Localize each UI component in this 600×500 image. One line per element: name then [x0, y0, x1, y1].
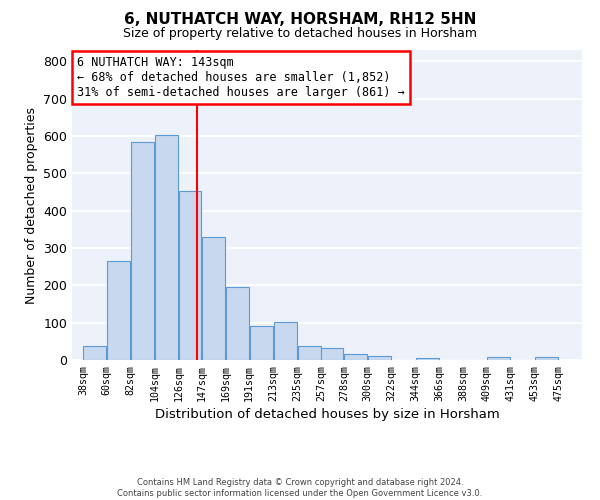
Bar	[250, 326, 273, 360]
Y-axis label: Number of detached properties: Number of detached properties	[25, 106, 38, 304]
Text: Size of property relative to detached houses in Horsham: Size of property relative to detached ho…	[123, 28, 477, 40]
Bar	[202, 236, 225, 360]
X-axis label: Distribution of detached houses by size in Horsham: Distribution of detached houses by size …	[155, 408, 499, 421]
Text: 6, NUTHATCH WAY, HORSHAM, RH12 5HN: 6, NUTHATCH WAY, HORSHAM, RH12 5HN	[124, 12, 476, 28]
Text: Contains HM Land Registry data © Crown copyright and database right 2024.
Contai: Contains HM Land Registry data © Crown c…	[118, 478, 482, 498]
Bar	[83, 346, 106, 360]
Bar	[344, 354, 367, 360]
Bar	[226, 287, 249, 360]
Bar	[368, 356, 391, 360]
Bar	[274, 322, 296, 360]
Bar	[535, 357, 557, 360]
Bar	[107, 261, 130, 360]
Bar	[179, 191, 201, 360]
Bar	[487, 357, 510, 360]
Bar	[298, 346, 320, 360]
Bar	[131, 142, 154, 360]
Bar	[322, 348, 343, 360]
Text: 6 NUTHATCH WAY: 143sqm
← 68% of detached houses are smaller (1,852)
31% of semi-: 6 NUTHATCH WAY: 143sqm ← 68% of detached…	[77, 56, 405, 99]
Bar	[416, 358, 439, 360]
Bar	[155, 135, 178, 360]
